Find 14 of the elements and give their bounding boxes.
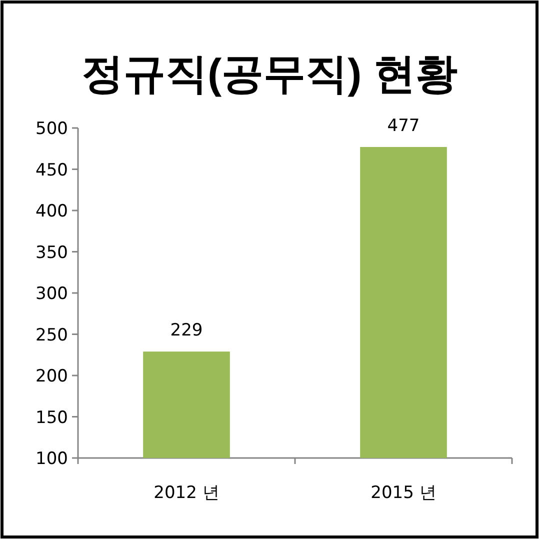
data-label: 477: [387, 116, 420, 136]
y-tick-label: 100: [36, 449, 68, 469]
data-label: 229: [170, 320, 203, 341]
x-tick-label: 2012 년: [154, 483, 220, 503]
y-tick-label: 150: [36, 408, 68, 428]
y-tick-label: 300: [36, 284, 68, 304]
y-tick-label: 250: [36, 325, 68, 346]
y-tick-label: 200: [36, 366, 68, 386]
y-tick-label: 500: [36, 119, 68, 139]
y-tick-label: 350: [36, 242, 68, 263]
chart-title: 정규직(공무직) 현황: [82, 50, 458, 97]
x-tick-label: 2015 년: [370, 483, 436, 503]
y-tick-label: 400: [36, 202, 68, 222]
y-tick-label: 450: [36, 160, 68, 180]
